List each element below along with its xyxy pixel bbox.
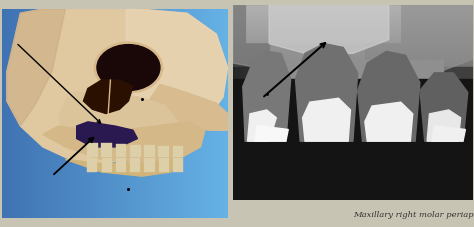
Polygon shape (247, 110, 276, 141)
Polygon shape (269, 5, 389, 53)
Polygon shape (255, 126, 288, 141)
Ellipse shape (97, 44, 160, 91)
Polygon shape (65, 159, 178, 176)
Polygon shape (427, 110, 461, 141)
Polygon shape (432, 126, 465, 141)
Bar (116, 144, 127, 157)
Bar (87, 158, 98, 172)
Bar (233, 79, 473, 200)
Bar (145, 158, 155, 172)
Polygon shape (43, 122, 205, 164)
Polygon shape (77, 122, 137, 147)
Polygon shape (7, 9, 228, 164)
Polygon shape (365, 102, 413, 141)
Bar (101, 143, 112, 157)
Bar (130, 158, 140, 172)
Bar (116, 158, 126, 172)
Polygon shape (295, 44, 358, 141)
Bar (144, 145, 155, 157)
Polygon shape (7, 9, 65, 126)
Polygon shape (358, 51, 420, 141)
Polygon shape (59, 93, 178, 147)
Bar (87, 143, 98, 157)
Bar (101, 158, 112, 172)
Polygon shape (126, 9, 228, 159)
Bar (159, 158, 169, 172)
Polygon shape (83, 80, 133, 114)
Polygon shape (302, 98, 350, 141)
Polygon shape (420, 73, 468, 141)
Bar (173, 158, 183, 172)
Bar (173, 146, 183, 157)
Polygon shape (149, 84, 228, 130)
Bar (130, 145, 141, 157)
Bar (158, 146, 169, 157)
Polygon shape (243, 51, 291, 141)
Polygon shape (233, 5, 473, 79)
Text: Maxillary right molar periapical: Maxillary right molar periapical (353, 211, 474, 219)
